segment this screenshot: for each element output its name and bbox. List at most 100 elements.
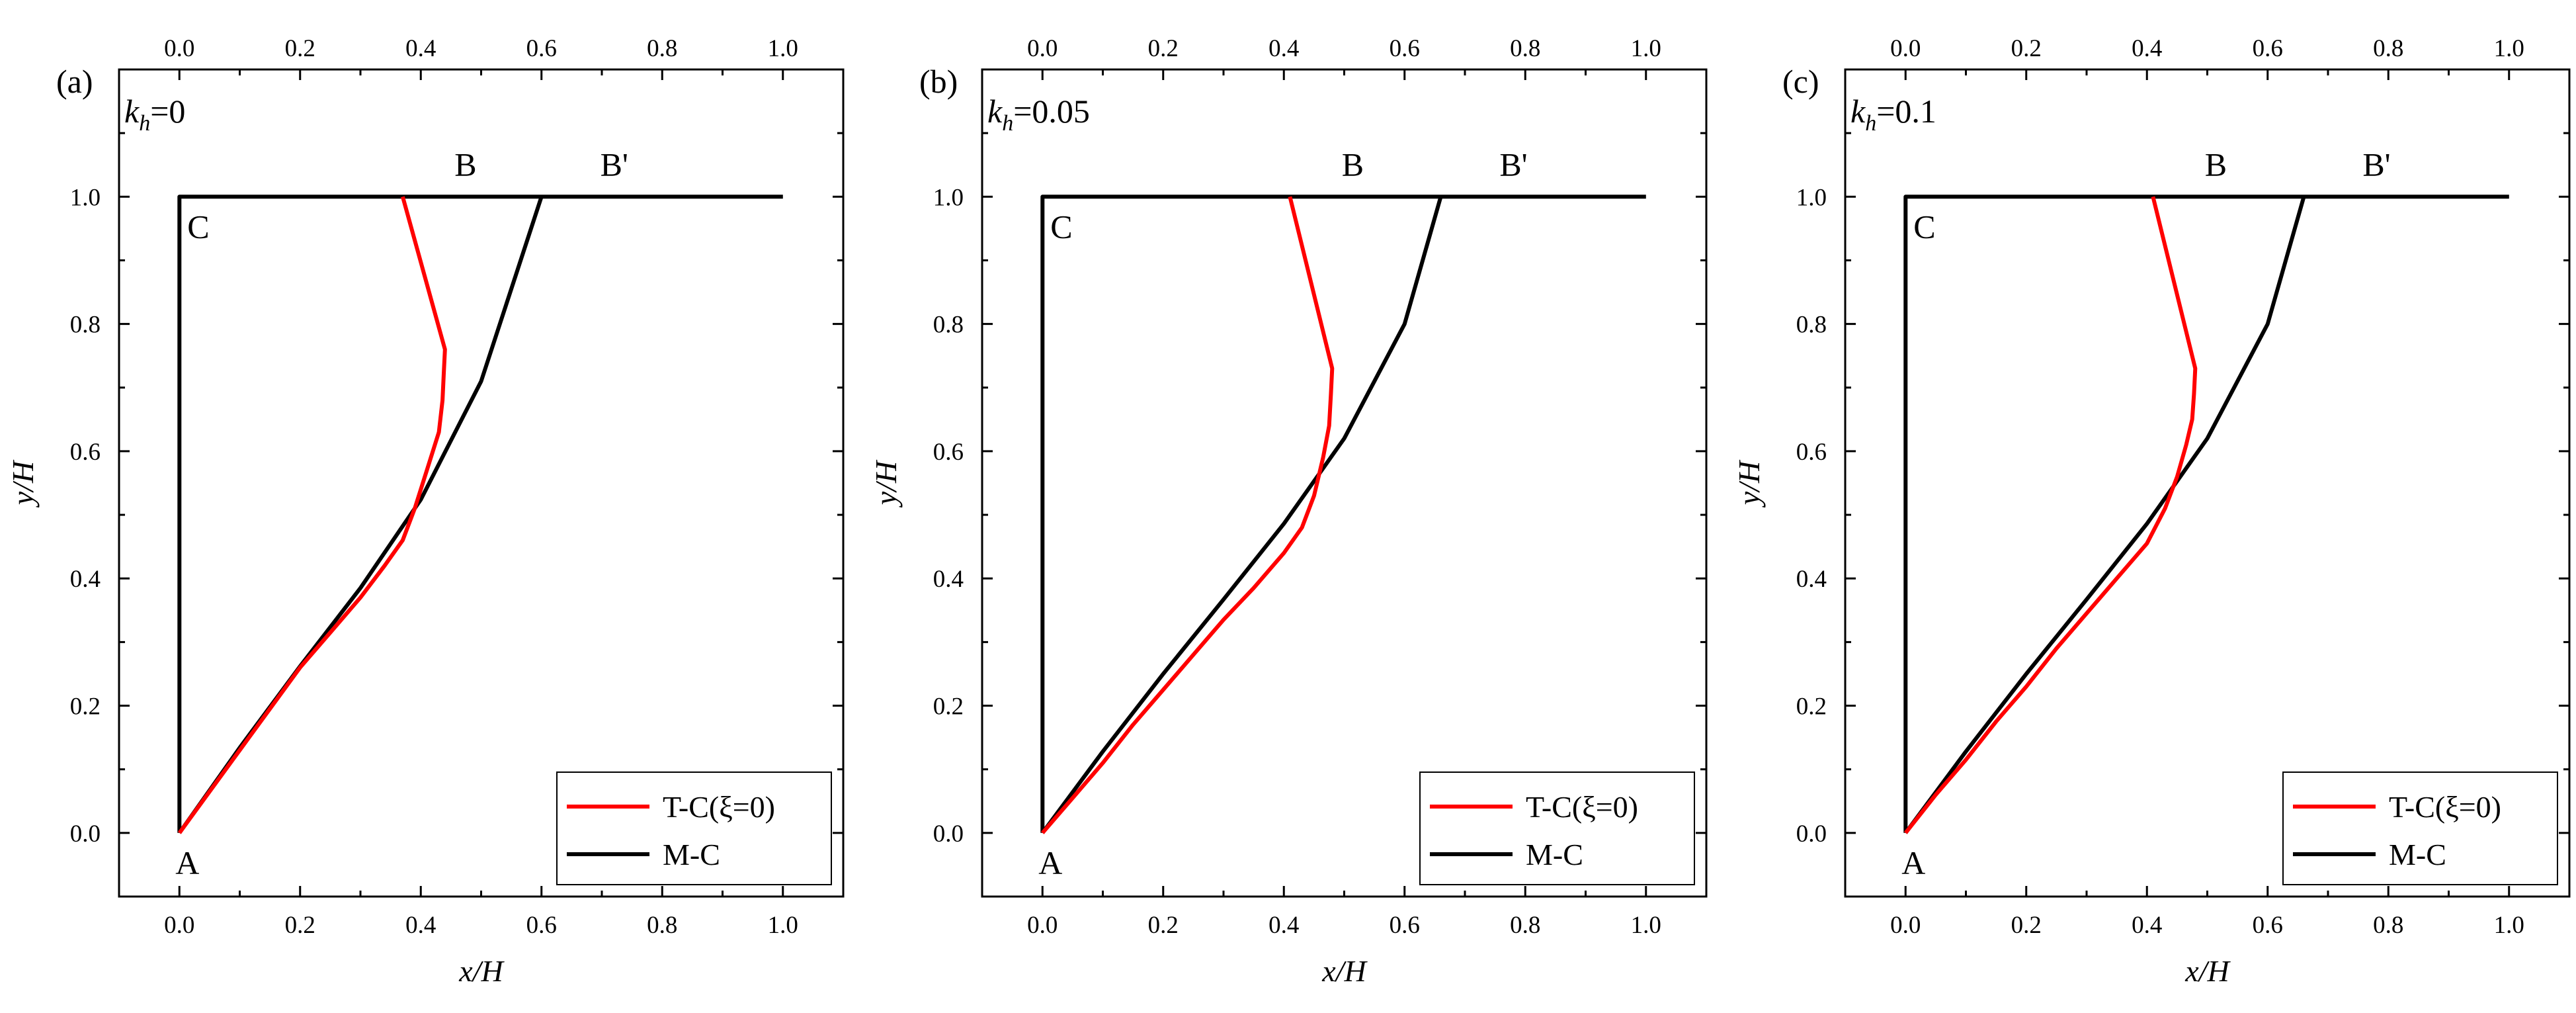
kh-subscript: h — [139, 111, 150, 136]
kh-symbol: k — [1850, 93, 1866, 130]
legend-box — [1419, 771, 1695, 885]
x-tick-label-top: 0.6 — [526, 35, 557, 62]
x-tick-label-top: 0.2 — [2011, 35, 2042, 62]
y-axis-title: y/H — [869, 459, 903, 507]
x-tick-label-bottom: 0.4 — [405, 912, 436, 939]
x-tick-label-top: 0.6 — [1390, 35, 1420, 62]
x-tick-label-top: 0.4 — [405, 35, 436, 62]
x-tick-label-bottom: 0.6 — [526, 912, 557, 939]
legend-box — [2282, 771, 2558, 885]
tc-series-line — [1041, 196, 1335, 834]
kh-value: =0.05 — [1013, 93, 1090, 130]
point-label-C: C — [1913, 208, 1935, 245]
y-tick-label: 0.8 — [70, 312, 101, 339]
x-tick-label-bottom: 0.4 — [1268, 912, 1299, 939]
kh-symbol: k — [987, 93, 1003, 130]
x-tick-label-bottom: 0.0 — [164, 912, 194, 939]
x-tick-label-bottom: 0.2 — [1148, 912, 1179, 939]
x-tick-label-bottom: 1.0 — [1631, 912, 1661, 939]
legend-entry: M-C — [2389, 838, 2446, 871]
x-tick-label-bottom: 0.0 — [1027, 912, 1058, 939]
y-tick-label: 0.4 — [933, 566, 964, 593]
legend-entry: T-C(ξ=0) — [2389, 790, 2501, 824]
boundary-line — [1040, 195, 1646, 833]
x-tick-label-bottom: 0.2 — [285, 912, 315, 939]
x-tick-label-bottom: 0.2 — [2011, 912, 2042, 939]
point-label-A: A — [175, 844, 199, 881]
x-tick-label-top: 0.8 — [2373, 35, 2403, 62]
point-label-C: C — [187, 208, 209, 245]
tc-series-line — [177, 196, 447, 834]
kh-subscript: h — [1865, 111, 1876, 136]
legend-entry: T-C(ξ=0) — [1526, 790, 1638, 824]
chart-panel-3: 0.0 0.0 0.2 0.2 0.4 0.4 0.6 0.6 0.8 0.8 1.0 1.0 0.0 0… — [1732, 35, 2571, 988]
chart-panel-1: 0.0 0.0 0.2 0.2 0.4 0.4 0.6 0.6 0.8 0.8 1.0 1.0 0.0 0… — [6, 35, 845, 988]
point-label-A: A — [1901, 844, 1925, 881]
x-tick-label-bottom: 0.0 — [1890, 912, 1921, 939]
y-tick-label: 0.4 — [1796, 566, 1827, 593]
point-label-C: C — [1050, 208, 1072, 245]
x-tick-label-top: 0.2 — [285, 35, 315, 62]
kh-label: kh=0.05 — [987, 93, 1090, 136]
y-tick-label: 0.2 — [70, 693, 101, 721]
x-tick-label-top: 1.0 — [768, 35, 798, 62]
x-tick-label-top: 0.2 — [1148, 35, 1179, 62]
tc-series-line — [1903, 196, 2198, 834]
x-tick-label-bottom: 0.6 — [1390, 912, 1420, 939]
point-label-B: B — [1342, 146, 1364, 183]
kh-subscript: h — [1002, 111, 1013, 136]
kh-value: =0 — [150, 93, 185, 130]
y-tick-label: 1.0 — [70, 184, 101, 211]
x-tick-label-top: 0.0 — [1890, 35, 1921, 62]
x-tick-label-bottom: 0.4 — [2132, 912, 2162, 939]
x-tick-label-top: 0.6 — [2253, 35, 2283, 62]
y-tick-label: 0.0 — [70, 820, 101, 848]
x-axis-title: x/H — [458, 954, 505, 988]
y-tick-label: 0.4 — [70, 566, 101, 593]
y-tick-label: 0.6 — [70, 439, 101, 466]
x-tick-label-top: 1.0 — [1631, 35, 1661, 62]
y-axis-title: y/H — [1732, 459, 1766, 507]
boundary-line — [1903, 195, 2509, 833]
mc-series-line — [1040, 196, 1443, 834]
x-tick-label-bottom: 0.8 — [647, 912, 677, 939]
x-axis-title: x/H — [1321, 954, 1368, 988]
point-label-Bprime: B' — [2362, 146, 2390, 183]
boundary-line — [177, 195, 783, 833]
panel-label: (a) — [56, 63, 93, 100]
x-axis-title: x/H — [2184, 954, 2231, 988]
point-label-Bprime: B' — [1499, 146, 1527, 183]
x-tick-label-top: 0.0 — [164, 35, 194, 62]
legend-box — [556, 771, 832, 885]
panel-label: (c) — [1782, 63, 1819, 100]
x-tick-label-bottom: 0.8 — [2373, 912, 2403, 939]
y-tick-label: 1.0 — [933, 184, 964, 211]
x-tick-label-top: 0.4 — [1268, 35, 1299, 62]
y-tick-label: 0.0 — [933, 820, 964, 848]
kh-label: kh=0.1 — [1850, 93, 1936, 136]
panel-label: (b) — [919, 63, 958, 100]
mc-series-line — [1903, 196, 2306, 834]
x-tick-label-bottom: 0.6 — [2253, 912, 2283, 939]
point-label-A: A — [1038, 844, 1062, 881]
x-tick-label-top: 0.8 — [647, 35, 677, 62]
kh-symbol: k — [124, 93, 140, 130]
y-tick-label: 1.0 — [1796, 184, 1827, 211]
legend-entry: T-C(ξ=0) — [663, 790, 775, 824]
y-tick-label: 0.6 — [1796, 439, 1827, 466]
point-label-B: B — [2205, 146, 2227, 183]
point-label-B: B — [454, 146, 476, 183]
legend-entry: M-C — [663, 838, 720, 871]
y-axis-title: y/H — [6, 459, 40, 507]
kh-value: =0.1 — [1876, 93, 1936, 130]
y-tick-label: 0.6 — [933, 439, 964, 466]
x-tick-label-top: 0.8 — [1510, 35, 1540, 62]
y-tick-label: 0.8 — [1796, 312, 1827, 339]
x-tick-label-top: 1.0 — [2494, 35, 2524, 62]
chart-panel-2: 0.0 0.0 0.2 0.2 0.4 0.4 0.6 0.6 0.8 0.8 1.0 1.0 0.0 0… — [869, 35, 1708, 988]
y-tick-label: 0.2 — [1796, 693, 1827, 721]
x-tick-label-bottom: 1.0 — [2494, 912, 2524, 939]
x-tick-label-top: 0.0 — [1027, 35, 1058, 62]
x-tick-label-bottom: 1.0 — [768, 912, 798, 939]
